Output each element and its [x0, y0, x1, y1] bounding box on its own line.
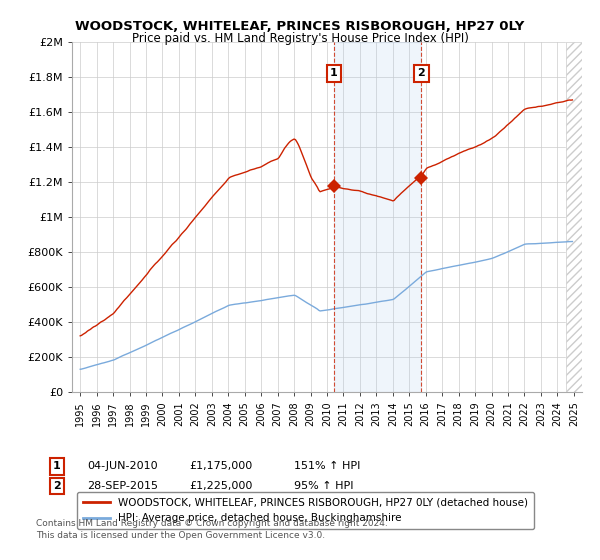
- Text: 2: 2: [53, 481, 61, 491]
- Text: WOODSTOCK, WHITELEAF, PRINCES RISBOROUGH, HP27 0LY: WOODSTOCK, WHITELEAF, PRINCES RISBOROUGH…: [76, 20, 524, 32]
- Text: Price paid vs. HM Land Registry's House Price Index (HPI): Price paid vs. HM Land Registry's House …: [131, 32, 469, 45]
- Bar: [566, 42, 582, 392]
- Text: 1: 1: [330, 68, 338, 78]
- Text: 28-SEP-2015: 28-SEP-2015: [87, 481, 158, 491]
- Bar: [566, 42, 582, 392]
- Text: This data is licensed under the Open Government Licence v3.0.: This data is licensed under the Open Gov…: [36, 531, 325, 540]
- Text: 95% ↑ HPI: 95% ↑ HPI: [294, 481, 353, 491]
- Text: £1,175,000: £1,175,000: [189, 461, 252, 472]
- Text: £1,225,000: £1,225,000: [189, 481, 253, 491]
- Bar: [334, 42, 421, 392]
- Legend: WOODSTOCK, WHITELEAF, PRINCES RISBOROUGH, HP27 0LY (detached house), HPI: Averag: WOODSTOCK, WHITELEAF, PRINCES RISBOROUGH…: [77, 492, 534, 529]
- Text: 1: 1: [53, 461, 61, 472]
- Text: Contains HM Land Registry data © Crown copyright and database right 2024.: Contains HM Land Registry data © Crown c…: [36, 520, 388, 529]
- Text: 04-JUN-2010: 04-JUN-2010: [87, 461, 158, 472]
- Text: 2: 2: [418, 68, 425, 78]
- Text: 151% ↑ HPI: 151% ↑ HPI: [294, 461, 361, 472]
